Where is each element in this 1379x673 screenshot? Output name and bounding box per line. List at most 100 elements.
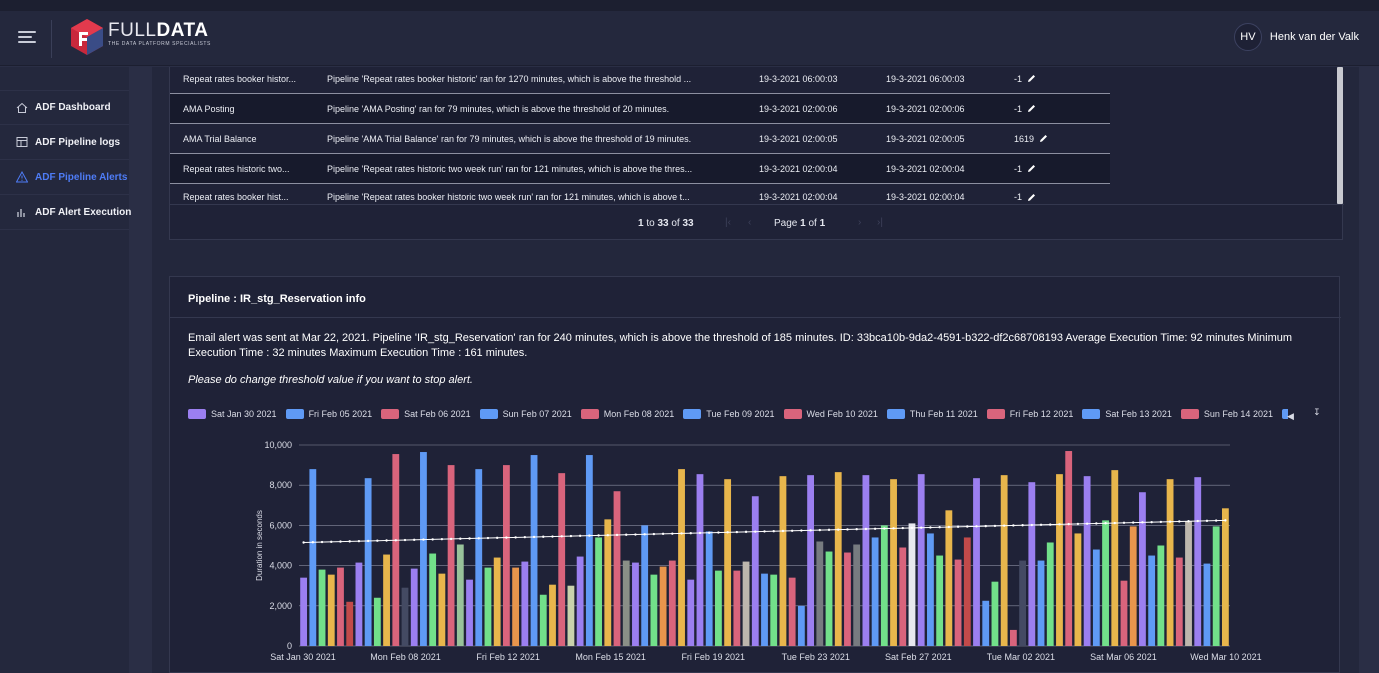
sidebar-item-label: ADF Pipeline Alerts — [35, 171, 128, 183]
trend-point — [1076, 522, 1080, 526]
download-icon[interactable]: ↧ — [1313, 407, 1321, 417]
legend-swatch — [479, 409, 498, 419]
sidebar-item-adf-pipeline-logs[interactable]: ADF Pipeline logs — [0, 125, 129, 160]
y-tick-label: 2,000 — [269, 601, 292, 611]
chart-bar — [549, 584, 556, 646]
table-row[interactable]: AMA Trial Balance Pipeline 'AMA Trial Ba… — [170, 124, 1110, 154]
trend-point — [311, 541, 315, 544]
trend-point — [790, 529, 794, 532]
trend-point — [707, 531, 711, 534]
y-tick-label: 6,000 — [269, 520, 292, 530]
chart-bar — [1185, 521, 1192, 646]
sidebar-item-label: ADF Dashboard — [35, 102, 111, 113]
last-page-icon[interactable]: ›| — [877, 217, 883, 228]
chart-bar — [1083, 476, 1091, 646]
sidebar-item-adf-alert-execution[interactable]: ADF Alert Execution — [0, 195, 131, 230]
x-tick-label: Fri Feb 12 2021 — [476, 652, 540, 662]
trend-point — [440, 537, 444, 541]
fulldata-logo[interactable]: FULLDATA THE DATA PLATFORM SPECIALISTS — [70, 17, 211, 57]
cell-pipeline-name: Repeat rates booker hist... — [183, 192, 289, 202]
cell-date: 19-3-2021 02:00:04 — [886, 192, 965, 202]
legend-label: Fri Feb 05 2021 — [308, 409, 373, 419]
legend-item[interactable]: Tue Feb 09 2021 — [683, 409, 775, 419]
pencil-icon[interactable] — [1027, 164, 1036, 173]
chart-bar — [355, 562, 363, 646]
trend-point — [551, 535, 554, 538]
avatar[interactable]: HV — [1233, 23, 1262, 51]
legend-item[interactable]: Sun Feb 07 2021 — [479, 409, 572, 419]
legend-prev-icon[interactable]: ◀ — [1287, 411, 1294, 421]
trend-point — [993, 524, 997, 528]
legend-swatch — [986, 409, 1005, 419]
legend-item[interactable]: Sun Feb 14 2021 — [1180, 409, 1273, 419]
trend-point — [846, 528, 849, 531]
trend-point — [1095, 522, 1098, 525]
chart-bar — [429, 553, 437, 646]
table-row[interactable]: Repeat rates booker histor... Pipeline '… — [170, 64, 1110, 94]
cell-date: 19-3-2021 06:00:03 — [759, 73, 838, 84]
chart-bar — [1175, 557, 1183, 646]
sidebar-item-adf-dashboard[interactable]: ADF Dashboard — [0, 90, 129, 125]
pencil-icon[interactable] — [1027, 193, 1036, 202]
x-tick-label: Tue Mar 02 2021 — [987, 652, 1055, 662]
trend-point — [883, 527, 886, 530]
trend-point — [357, 539, 361, 543]
pencil-icon[interactable] — [1027, 104, 1036, 113]
duration-bar-chart: 0 2,000 4,000 6,000 8,000 10,000 Duration in s… — [255, 440, 1262, 662]
x-tick-label: Mon Feb 15 2021 — [575, 652, 646, 662]
user-menu[interactable]: HV Henk van der Valk — [1233, 23, 1359, 51]
trend-point — [1067, 522, 1070, 526]
table-row[interactable]: Repeat rates booker hist... Pipeline 'Re… — [170, 184, 1110, 204]
trend-point — [523, 535, 527, 539]
legend-item[interactable]: Sat Feb 06 2021 — [381, 409, 471, 419]
cell-threshold: -1 — [1014, 73, 1023, 84]
chart-bar — [890, 479, 897, 646]
logo-tagline: THE DATA PLATFORM SPECIALISTS — [108, 40, 211, 47]
legend-item[interactable]: Fri Feb 12 2021 — [986, 409, 1074, 419]
next-page-icon[interactable]: › — [858, 217, 862, 228]
chart-bar — [1102, 520, 1109, 647]
table-row[interactable]: AMA Posting Pipeline 'AMA Posting' ran f… — [170, 94, 1110, 124]
legend-item[interactable]: Mon Feb 08 2021 — [580, 409, 674, 419]
trend-point — [468, 537, 471, 540]
legend-label: Fri Feb 12 2021 — [1009, 409, 1074, 419]
chart-bar — [659, 566, 667, 646]
cell-pipeline-name: Repeat rates booker histor... — [183, 73, 297, 84]
legend-swatch — [285, 409, 304, 419]
chart-bar — [327, 574, 335, 646]
pencil-icon[interactable] — [1039, 134, 1048, 143]
legend-item[interactable]: Fri Feb 05 2021 — [285, 409, 373, 419]
chart-bar — [585, 455, 593, 646]
legend-item[interactable]: Sat Feb 13 2021 — [1082, 409, 1172, 419]
chart-bar — [880, 525, 888, 646]
trend-point — [1224, 519, 1227, 522]
chart-bar — [337, 567, 344, 646]
menu-toggle-button[interactable] — [18, 31, 36, 43]
legend-item[interactable]: Thu Feb 11 2021 — [886, 409, 978, 419]
legend-label: Sat Jan 30 2021 — [211, 409, 277, 419]
chart-legend: Sat Jan 30 2021 Fri Feb 05 2021 Sat Feb 06… — [188, 409, 1288, 423]
legend-item[interactable]: Sat Jan 30 2021 — [188, 409, 277, 419]
trend-point — [385, 539, 388, 542]
table-row[interactable]: Repeat rates historic two... Pipeline 'R… — [170, 154, 1110, 184]
first-page-icon[interactable]: |‹ — [725, 217, 731, 228]
legend-swatch — [886, 409, 905, 419]
header-divider — [51, 20, 52, 58]
trend-point — [809, 529, 812, 532]
chart-bar — [1166, 479, 1174, 646]
trend-point — [394, 539, 397, 542]
trend-point — [1187, 520, 1190, 523]
prev-page-icon[interactable]: ‹ — [748, 217, 752, 228]
pencil-icon[interactable] — [1027, 74, 1036, 83]
legend-item[interactable]: Wed Feb 10 2021 — [783, 409, 878, 419]
table-scrollbar[interactable] — [1337, 67, 1343, 204]
chart-bar — [604, 519, 612, 646]
chart-bar — [853, 544, 861, 646]
x-tick-label: Tue Feb 23 2021 — [782, 652, 850, 662]
trend-point — [763, 530, 766, 533]
legend-item[interactable]: Mo — [1281, 409, 1288, 419]
chart-bar — [420, 452, 427, 646]
sidebar-item-adf-pipeline-alerts[interactable]: ADF Pipeline Alerts — [0, 160, 129, 195]
chart-bar — [668, 560, 676, 646]
top-strip — [0, 0, 1379, 11]
